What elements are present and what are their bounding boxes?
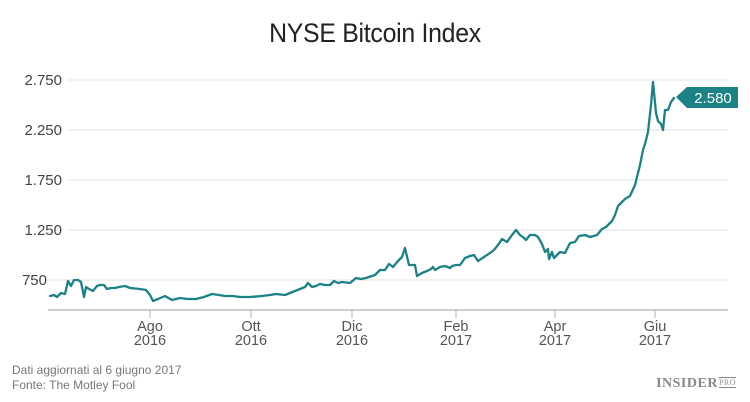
x-tick-label: 2016 [336,333,368,349]
last-value-callout: 2.580 [676,87,738,108]
y-tick-label: 1.750 [24,172,62,189]
update-note: Dati aggiornati al 6 giugno 2017 [12,363,182,377]
y-tick-label: 2.750 [24,72,62,89]
x-axis-ticks: Ago2016Ott2016Dic2016Feb2017Apr2017Giu20… [134,310,671,349]
x-tick-label: Ott [241,319,260,335]
y-tick-label: 750 [22,272,47,289]
x-tick-label: Ago [137,319,163,335]
x-tick-label: 2016 [235,333,267,349]
x-tick-label: 2017 [539,333,571,349]
x-tick-label: Dic [342,319,363,335]
gridlines [48,79,728,281]
y-axis-labels: 2.750 2.250 1.750 1.250 750 [22,72,62,289]
y-tick-label: 1.250 [24,222,62,239]
chart-title: NYSE Bitcoin Index [269,18,481,48]
brand-logo: INSIDERPRO [656,376,736,391]
bitcoin-index-line [48,80,676,303]
chart-footer: Dati aggiornati al 6 giugno 2017 Fonte: … [12,363,181,393]
y-tick-label: 2.250 [24,122,62,139]
x-tick-label: Feb [444,319,469,335]
x-tick-label: Apr [544,319,567,335]
x-tick-label: 2016 [134,333,166,349]
svg-text:2.580: 2.580 [694,90,732,107]
x-tick-label: 2017 [440,333,472,349]
x-tick-label: 2017 [639,333,671,349]
source-note: Fonte: The Motley Fool [12,378,136,392]
x-tick-label: Giu [644,319,667,335]
